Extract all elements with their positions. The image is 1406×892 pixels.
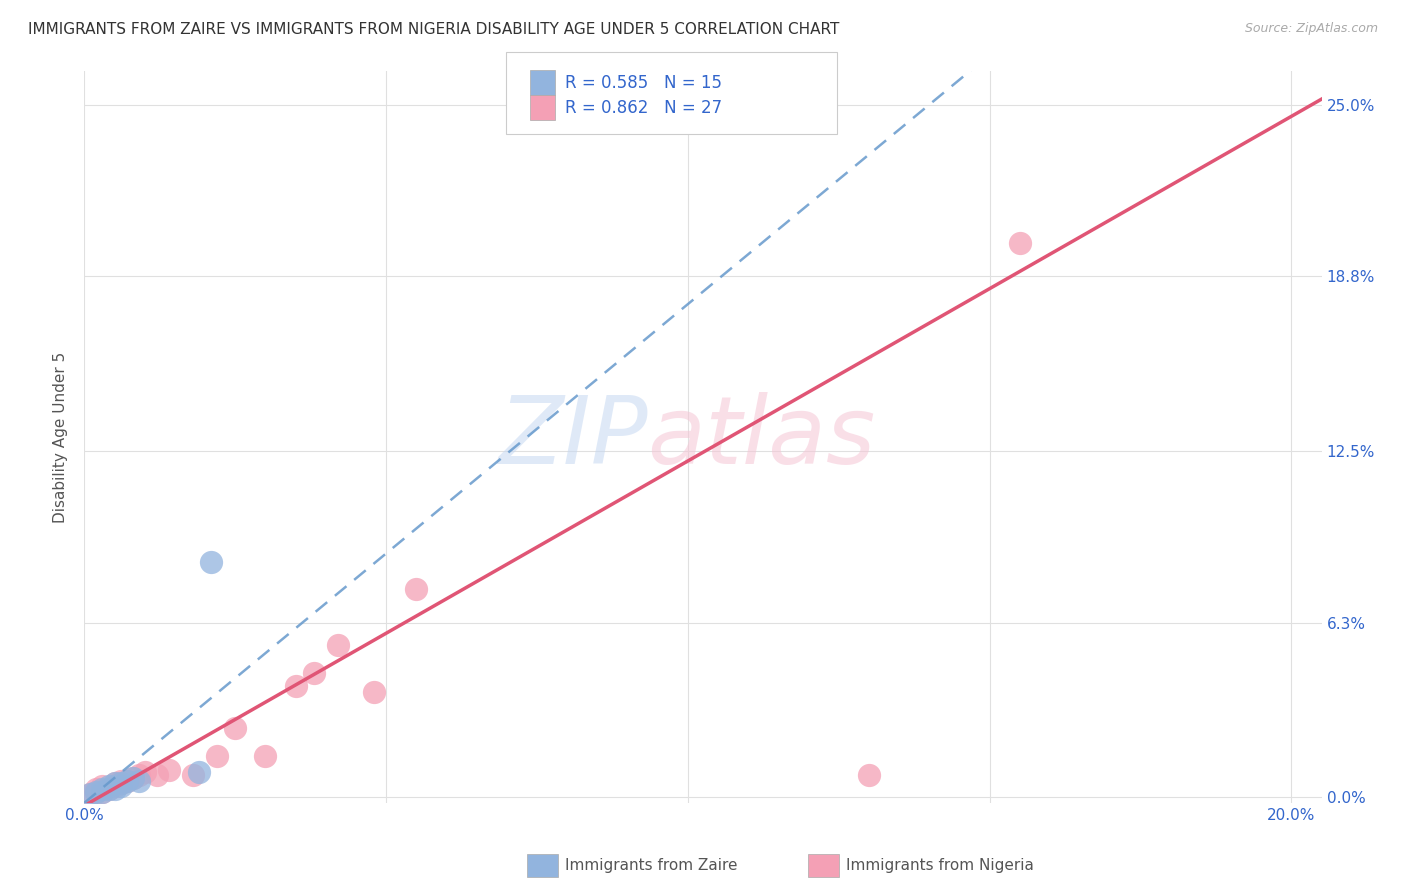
Text: Source: ZipAtlas.com: Source: ZipAtlas.com <box>1244 22 1378 36</box>
Point <box>284 680 307 694</box>
Point <box>110 773 132 788</box>
Text: atlas: atlas <box>647 392 876 483</box>
Point <box>188 765 211 780</box>
Point <box>326 638 349 652</box>
Point <box>86 781 108 796</box>
Point <box>181 768 204 782</box>
Point <box>121 771 143 785</box>
Point <box>405 582 427 597</box>
Point <box>115 773 138 788</box>
Point <box>121 771 143 785</box>
Point <box>224 721 246 735</box>
Point <box>302 665 325 680</box>
Point <box>103 779 125 793</box>
Point <box>97 781 120 796</box>
Text: R = 0.862   N = 27: R = 0.862 N = 27 <box>565 99 723 117</box>
Text: Immigrants from Zaire: Immigrants from Zaire <box>565 858 738 872</box>
Point <box>91 785 114 799</box>
Point <box>146 768 169 782</box>
Point <box>200 555 222 569</box>
Point <box>86 785 108 799</box>
Y-axis label: Disability Age Under 5: Disability Age Under 5 <box>53 351 69 523</box>
Point <box>157 763 180 777</box>
Point <box>110 776 132 790</box>
Point <box>91 785 114 799</box>
Point <box>254 748 277 763</box>
Point <box>128 773 150 788</box>
Point <box>363 685 385 699</box>
Text: IMMIGRANTS FROM ZAIRE VS IMMIGRANTS FROM NIGERIA DISABILITY AGE UNDER 5 CORRELAT: IMMIGRANTS FROM ZAIRE VS IMMIGRANTS FROM… <box>28 22 839 37</box>
Point <box>1008 236 1031 251</box>
Point <box>91 781 114 796</box>
Point <box>115 773 138 788</box>
Point <box>79 788 101 802</box>
Point <box>858 768 880 782</box>
Text: R = 0.585   N = 15: R = 0.585 N = 15 <box>565 74 723 92</box>
Point <box>86 785 108 799</box>
Point <box>205 748 228 763</box>
Text: ZIP: ZIP <box>498 392 647 483</box>
Point <box>134 765 156 780</box>
Point <box>103 781 125 796</box>
Point <box>103 776 125 790</box>
Point <box>110 776 132 790</box>
Point <box>110 779 132 793</box>
Point <box>97 779 120 793</box>
Point <box>91 779 114 793</box>
Point <box>128 768 150 782</box>
Text: Immigrants from Nigeria: Immigrants from Nigeria <box>846 858 1035 872</box>
Point <box>97 781 120 796</box>
Point <box>103 776 125 790</box>
Point <box>79 788 101 802</box>
